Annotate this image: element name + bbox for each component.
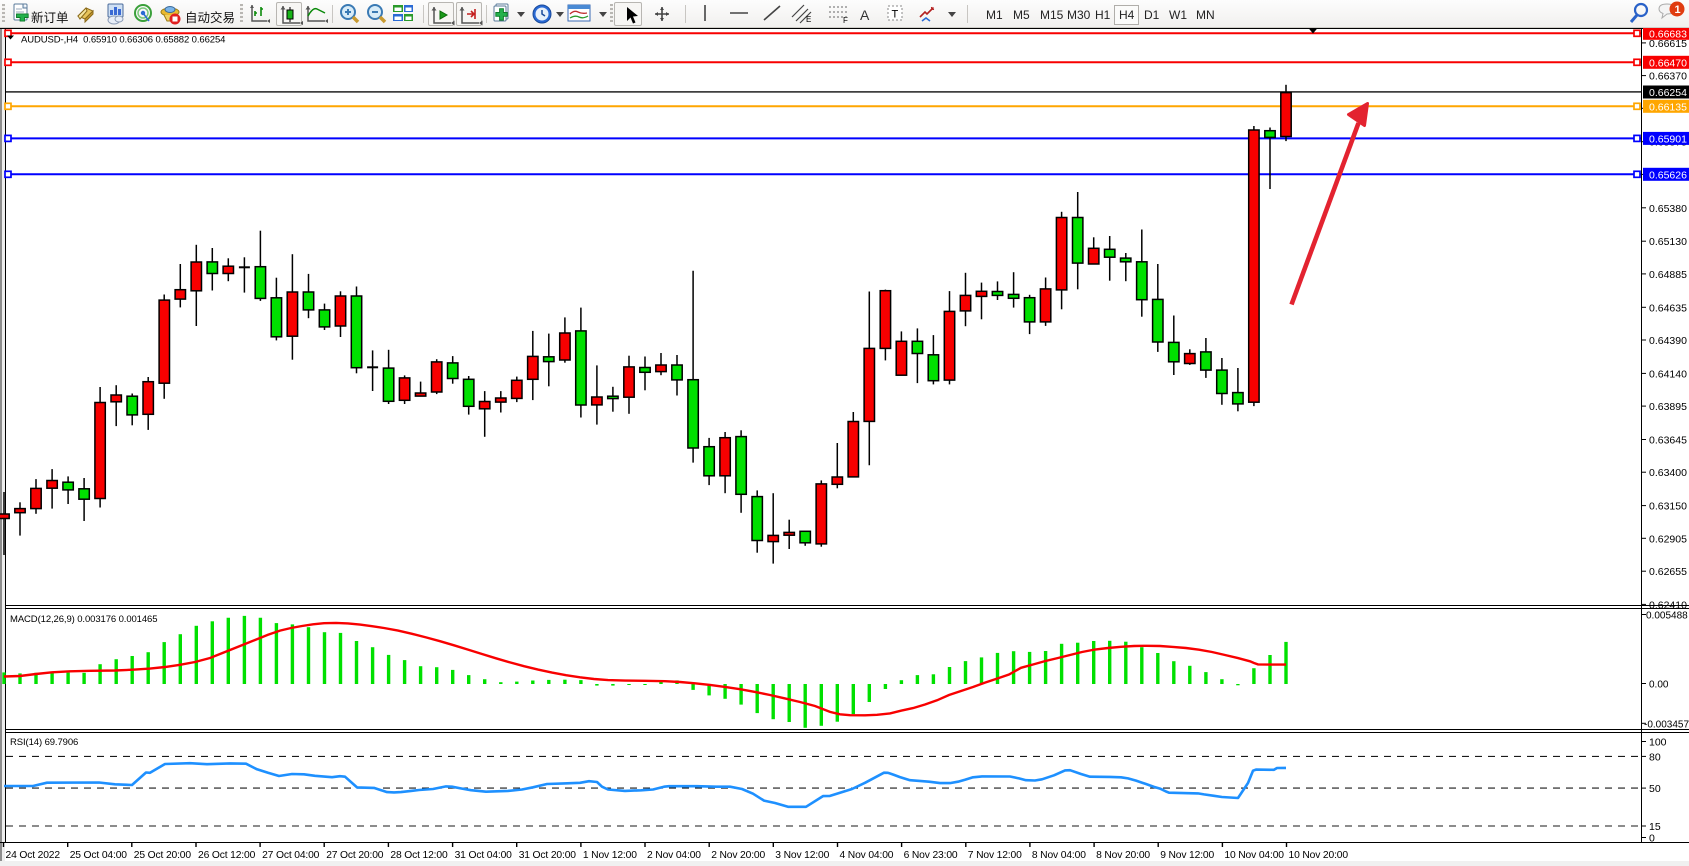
svg-text:9 Nov 12:00: 9 Nov 12:00 [1160,850,1214,861]
svg-text:E: E [806,15,811,24]
svg-text:0.66254: 0.66254 [1649,87,1687,99]
svg-text:6 Nov 23:00: 6 Nov 23:00 [904,850,958,861]
svg-text:0.65901: 0.65901 [1649,133,1687,145]
svg-text:2 Nov 20:00: 2 Nov 20:00 [711,850,765,861]
svg-text:0.65380: 0.65380 [1649,203,1687,215]
svg-text:0.66470: 0.66470 [1649,57,1687,69]
svg-text:15: 15 [1649,821,1661,833]
svg-text:31 Oct 20:00: 31 Oct 20:00 [519,850,577,861]
svg-text:1 Nov 12:00: 1 Nov 12:00 [583,850,637,861]
svg-text:10 Nov 04:00: 10 Nov 04:00 [1224,850,1284,861]
svg-text:25 Oct 04:00: 25 Oct 04:00 [70,850,128,861]
svg-text:0.63400: 0.63400 [1649,467,1687,479]
svg-text:28 Oct 12:00: 28 Oct 12:00 [390,850,448,861]
svg-text:0.64885: 0.64885 [1649,269,1687,281]
svg-text:0.64635: 0.64635 [1649,302,1687,314]
svg-text:0.62410: 0.62410 [1649,599,1687,611]
svg-text:0.66370: 0.66370 [1649,71,1687,83]
svg-text:0: 0 [1649,833,1655,845]
svg-text:0.66615: 0.66615 [1649,38,1687,50]
svg-text:80: 80 [1649,751,1661,763]
svg-text:8 Nov 20:00: 8 Nov 20:00 [1096,850,1150,861]
svg-text:1: 1 [1675,4,1681,16]
svg-text:0.63150: 0.63150 [1649,501,1687,513]
svg-text:8 Nov 04:00: 8 Nov 04:00 [1032,850,1086,861]
svg-text:50: 50 [1649,783,1661,795]
svg-text:24 Oct 2022: 24 Oct 2022 [6,850,61,861]
svg-text:F: F [843,16,848,25]
svg-text:4 Nov 04:00: 4 Nov 04:00 [840,850,894,861]
svg-text:-0.003457: -0.003457 [1644,719,1689,730]
svg-text:10 Nov 20:00: 10 Nov 20:00 [1289,850,1349,861]
svg-text:0.64390: 0.64390 [1649,335,1687,347]
svg-text:0.66683: 0.66683 [1649,28,1687,40]
svg-text:25 Oct 20:00: 25 Oct 20:00 [134,850,192,861]
svg-text:0.005488: 0.005488 [1646,611,1688,622]
svg-text:100: 100 [1649,737,1667,749]
svg-text:26 Oct 12:00: 26 Oct 12:00 [198,850,256,861]
svg-text:27 Oct 20:00: 27 Oct 20:00 [326,850,384,861]
svg-text:0.65626: 0.65626 [1649,169,1687,181]
svg-text:0.63895: 0.63895 [1649,401,1687,413]
svg-text:0.66135: 0.66135 [1649,101,1687,113]
svg-text:T: T [892,9,899,21]
svg-text:0.62655: 0.62655 [1649,566,1687,578]
svg-text:3 Nov 12:00: 3 Nov 12:00 [775,850,829,861]
svg-text:MACD(12,26,9) 0.003176 0.00146: MACD(12,26,9) 0.003176 0.001465 [10,614,157,625]
svg-text:27 Oct 04:00: 27 Oct 04:00 [262,850,320,861]
svg-text:AUDUSD-,H4 0.65910 0.66306 0.: AUDUSD-,H4 0.65910 0.66306 0.65882 0.662… [21,35,225,46]
svg-text:0.00: 0.00 [1649,680,1669,691]
svg-text:2 Nov 04:00: 2 Nov 04:00 [647,850,701,861]
svg-text:0.64140: 0.64140 [1649,368,1687,380]
svg-text:0.63645: 0.63645 [1649,435,1687,447]
svg-text:0.65130: 0.65130 [1649,236,1687,248]
svg-text:7 Nov 12:00: 7 Nov 12:00 [968,850,1022,861]
svg-text:0.62905: 0.62905 [1649,533,1687,545]
svg-text:RSI(14) 69.7906: RSI(14) 69.7906 [10,737,78,748]
svg-text:31 Oct 04:00: 31 Oct 04:00 [455,850,513,861]
